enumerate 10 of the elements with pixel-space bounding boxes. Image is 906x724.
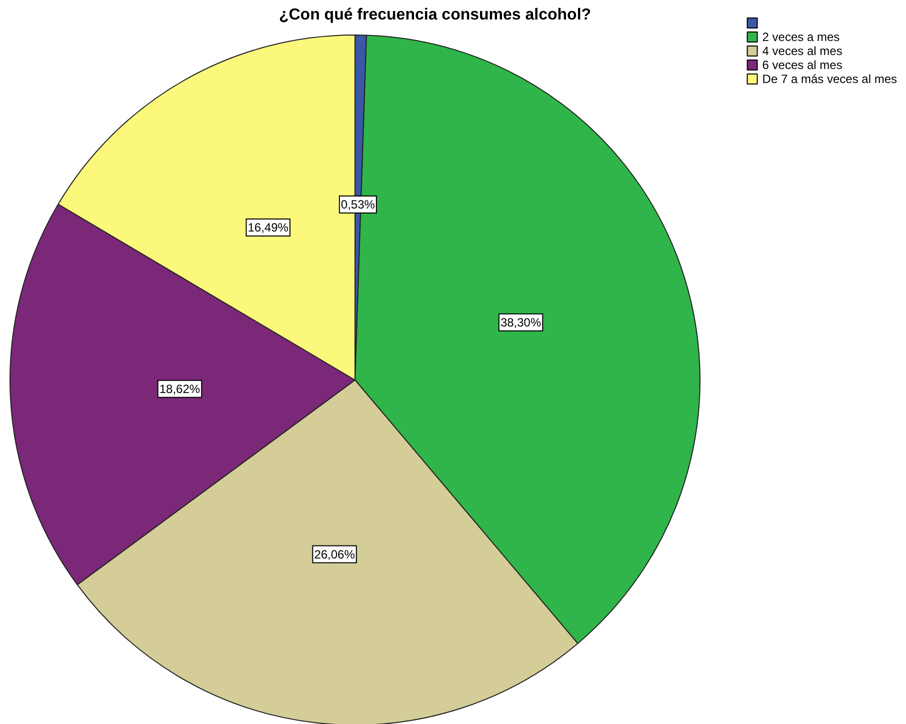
legend-label: 4 veces al mes [762, 44, 842, 58]
data-label: 26,06% [314, 547, 356, 562]
data-label: 38,30% [500, 315, 542, 330]
data-label: 18,62% [159, 382, 200, 396]
legend-label: De 7 a más veces al mes [762, 72, 897, 86]
data-label: 16,49% [248, 220, 289, 235]
legend-label: 2 veces a mes [762, 30, 840, 44]
data-label: 0,53% [340, 198, 376, 212]
chart-title: ¿Con qué frecuencia consumes alcohol? [278, 6, 592, 24]
legend-label: 6 veces al mes [762, 58, 842, 72]
